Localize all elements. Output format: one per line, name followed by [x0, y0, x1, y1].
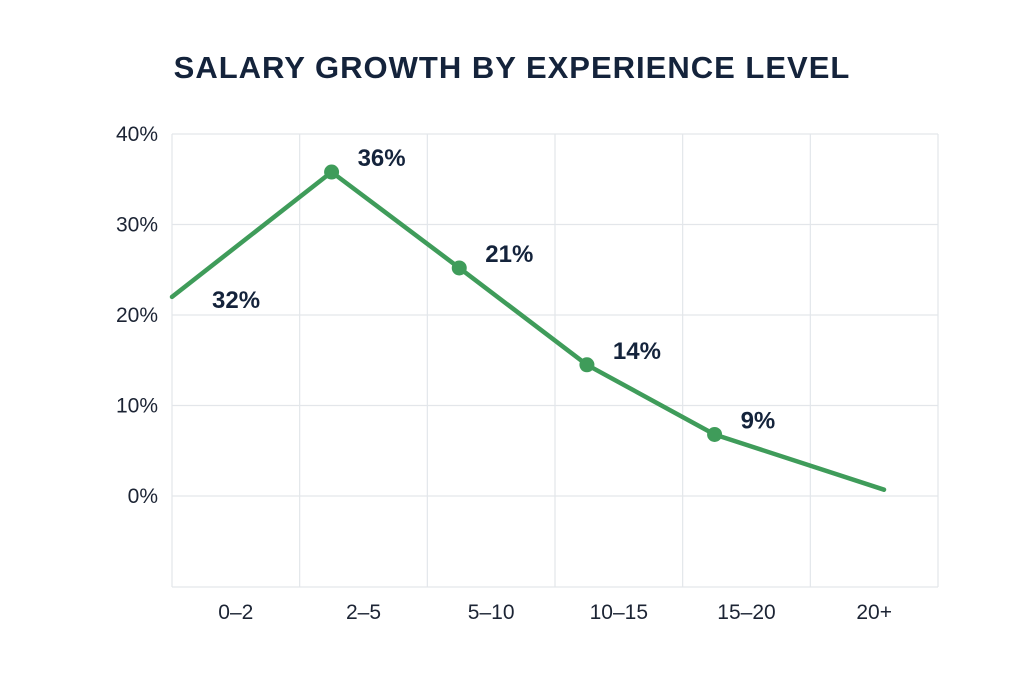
data-point	[451, 260, 467, 276]
chart-title: SALARY GROWTH BY EXPERIENCE LEVEL	[173, 50, 851, 85]
series-line	[169, 169, 887, 492]
data-label: 32%	[212, 287, 260, 314]
y-tick-label: 20%	[116, 304, 158, 327]
x-tick-label: 0–2	[218, 601, 253, 624]
y-tick-label: 30%	[116, 214, 158, 237]
grid-layer	[171, 133, 939, 588]
x-tick-label: 20+	[856, 601, 892, 624]
y-tick-label: 10%	[116, 395, 158, 418]
data-point	[707, 426, 723, 442]
y-tick-label: 0%	[128, 485, 158, 508]
x-tick-label: 10–15	[590, 601, 648, 624]
data-point	[579, 357, 595, 373]
y-tick-label: 40%	[116, 123, 158, 146]
series-layer	[169, 164, 887, 492]
x-tick-label: 5–10	[468, 601, 515, 624]
x-tick-label: 2–5	[346, 601, 381, 624]
data-point	[324, 164, 340, 180]
axis-layer: 0% 10% 20% 30% 40% 0–2 2–5 5–10 10–15 15–20 20+	[116, 123, 892, 624]
x-tick-label: 15–20	[717, 601, 775, 624]
data-label: 9%	[741, 407, 776, 434]
data-label: 14%	[613, 338, 661, 365]
data-label: 21%	[485, 241, 533, 268]
data-label-layer: 32% 36% 21% 14% 9%	[212, 145, 775, 434]
data-label: 36%	[358, 145, 406, 172]
